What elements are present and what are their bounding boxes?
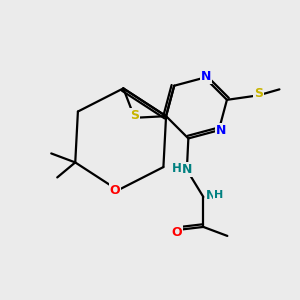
Text: N: N: [182, 164, 192, 176]
Text: N: N: [201, 70, 211, 83]
Text: O: O: [171, 226, 182, 239]
Text: N: N: [216, 124, 226, 137]
Text: H: H: [172, 162, 182, 175]
Text: S: S: [254, 87, 263, 100]
Text: S: S: [130, 109, 139, 122]
Text: N: N: [206, 189, 216, 202]
Text: H: H: [214, 190, 224, 200]
Text: O: O: [110, 184, 120, 197]
